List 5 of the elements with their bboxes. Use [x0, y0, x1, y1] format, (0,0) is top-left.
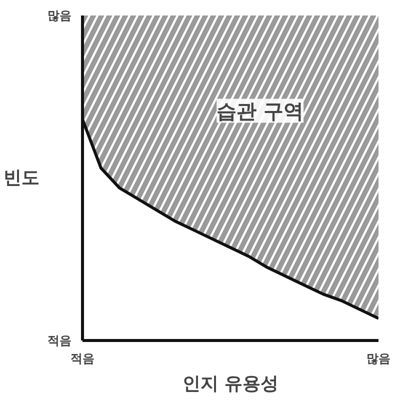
y-axis-title: 빈도	[4, 168, 40, 188]
text: 적음	[48, 334, 72, 348]
annotation: 습관 구역	[216, 98, 304, 123]
x-axis-title: 인지 유용성	[182, 374, 279, 394]
text: 많음	[48, 8, 72, 22]
